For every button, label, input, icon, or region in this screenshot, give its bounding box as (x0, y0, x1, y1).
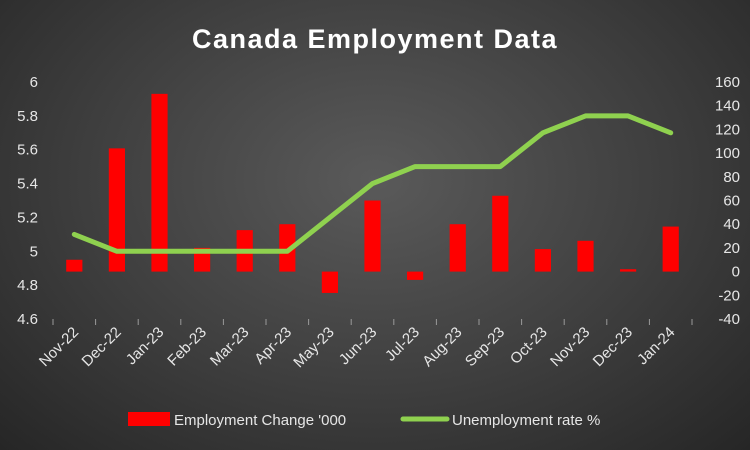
employment-change-bar (577, 240, 594, 272)
employment-change-bar (66, 259, 83, 272)
right-tick-label: 120 (715, 121, 740, 138)
unemployment-rate-line (71, 113, 674, 254)
left-tick-label: 5.6 (17, 142, 38, 159)
legend-bar-swatch (128, 412, 170, 426)
employment-change-bar (534, 249, 551, 272)
employment-change-bar (364, 200, 381, 272)
legend-bar-label: Employment Change '000 (174, 412, 346, 429)
bar-series (66, 93, 679, 293)
left-tick-label: 5.8 (17, 108, 38, 125)
x-tick-label: Dec-22 (79, 324, 125, 370)
employment-change-bar (407, 271, 424, 280)
left-tick-label: 5.2 (17, 209, 38, 226)
line-series (71, 113, 674, 254)
right-tick-label: 80 (723, 169, 740, 186)
x-tick-label: Sep-23 (462, 324, 508, 370)
x-tick-label: Apr-23 (251, 324, 295, 368)
chart-title: Canada Employment Data (192, 24, 558, 54)
right-tick-label: 20 (723, 240, 740, 257)
employment-change-bar (620, 269, 637, 272)
x-axis: Nov-22Dec-22Jan-23Feb-23Mar-23Apr-23May-… (36, 319, 693, 371)
right-tick-label: 60 (723, 193, 740, 210)
right-tick-label: 160 (715, 74, 740, 91)
x-tick-label: Jun-23 (336, 324, 380, 368)
employment-change-bar (151, 93, 168, 272)
employment-change-bar (662, 226, 679, 272)
x-tick-label: Feb-23 (164, 324, 210, 370)
x-tick-label: May-23 (290, 324, 337, 371)
right-tick-label: 140 (715, 98, 740, 115)
legend-line-label: Unemployment rate % (452, 412, 600, 429)
left-tick-label: 4.6 (17, 311, 38, 328)
x-tick-label: Aug-23 (419, 324, 465, 370)
right-tick-label: 40 (723, 216, 740, 233)
employment-change-bar (279, 224, 296, 272)
employment-change-bar (194, 247, 211, 272)
right-tick-label: -20 (718, 287, 740, 304)
right-tick-label: 100 (715, 145, 740, 162)
right-tick-label: -40 (718, 311, 740, 328)
right-axis: -40 -20 0 20 40 60 80 100 120 140 160 (715, 74, 740, 328)
left-tick-label: 5 (30, 243, 38, 260)
left-tick-label: 5.4 (17, 176, 38, 193)
x-tick-label: Jul-23 (382, 324, 423, 365)
x-tick-label: Nov-23 (547, 324, 593, 370)
left-axis: 4.6 4.8 5 5.2 5.4 5.6 5.8 6 (17, 74, 38, 328)
employment-change-bar (321, 271, 338, 293)
right-tick-label: 0 (732, 264, 740, 281)
employment-change-bar (492, 195, 509, 272)
x-tick-label: Jan-23 (123, 324, 167, 368)
left-tick-label: 4.8 (17, 277, 38, 294)
employment-change-bar (449, 224, 466, 272)
legend: Employment Change '000 Unemployment rate… (128, 412, 600, 429)
x-tick-label: Dec-23 (590, 324, 636, 370)
x-tick-label: Oct-23 (507, 324, 551, 368)
left-tick-label: 6 (30, 74, 38, 91)
x-tick-label: Nov-22 (36, 324, 82, 370)
employment-change-bar (108, 148, 125, 272)
x-tick-label: Mar-23 (207, 324, 253, 370)
x-tick-label: Jan-24 (634, 324, 678, 368)
